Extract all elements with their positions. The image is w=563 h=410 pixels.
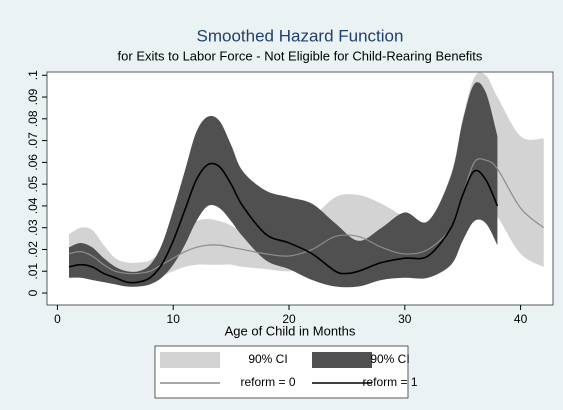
legend-swatch <box>160 352 220 368</box>
y-tick-label: .06 <box>26 154 40 171</box>
x-tick-label: 10 <box>167 312 181 326</box>
x-axis-label: Age of Child in Months <box>225 323 356 338</box>
x-tick-label: 20 <box>282 312 296 326</box>
legend-swatch <box>312 352 372 368</box>
y-tick-label: .03 <box>26 219 40 236</box>
x-tick-label: 0 <box>54 312 61 326</box>
legend-label: reform = 0 <box>240 375 295 389</box>
y-tick-label: .04 <box>26 197 40 214</box>
y-tick-label: .1 <box>26 70 40 80</box>
y-tick-label: .08 <box>26 110 40 127</box>
chart-subtitle: for Exits to Labor Force - Not Eligible … <box>118 48 483 63</box>
x-tick-label: 40 <box>514 312 528 326</box>
legend-label: 90% CI <box>370 352 409 366</box>
chart-title: Smoothed Hazard Function <box>197 26 404 45</box>
legend-label: reform = 1 <box>362 375 417 389</box>
legend-label: 90% CI <box>248 352 287 366</box>
y-tick-label: .09 <box>26 88 40 105</box>
y-tick-label: 0 <box>26 289 40 296</box>
y-tick-label: .01 <box>26 263 40 280</box>
x-tick-label: 30 <box>398 312 412 326</box>
y-tick-label: .02 <box>26 241 40 258</box>
line <box>68 162 499 284</box>
ci-band <box>69 82 498 288</box>
y-tick-label: .07 <box>26 132 40 149</box>
y-tick-label: .05 <box>26 175 40 192</box>
